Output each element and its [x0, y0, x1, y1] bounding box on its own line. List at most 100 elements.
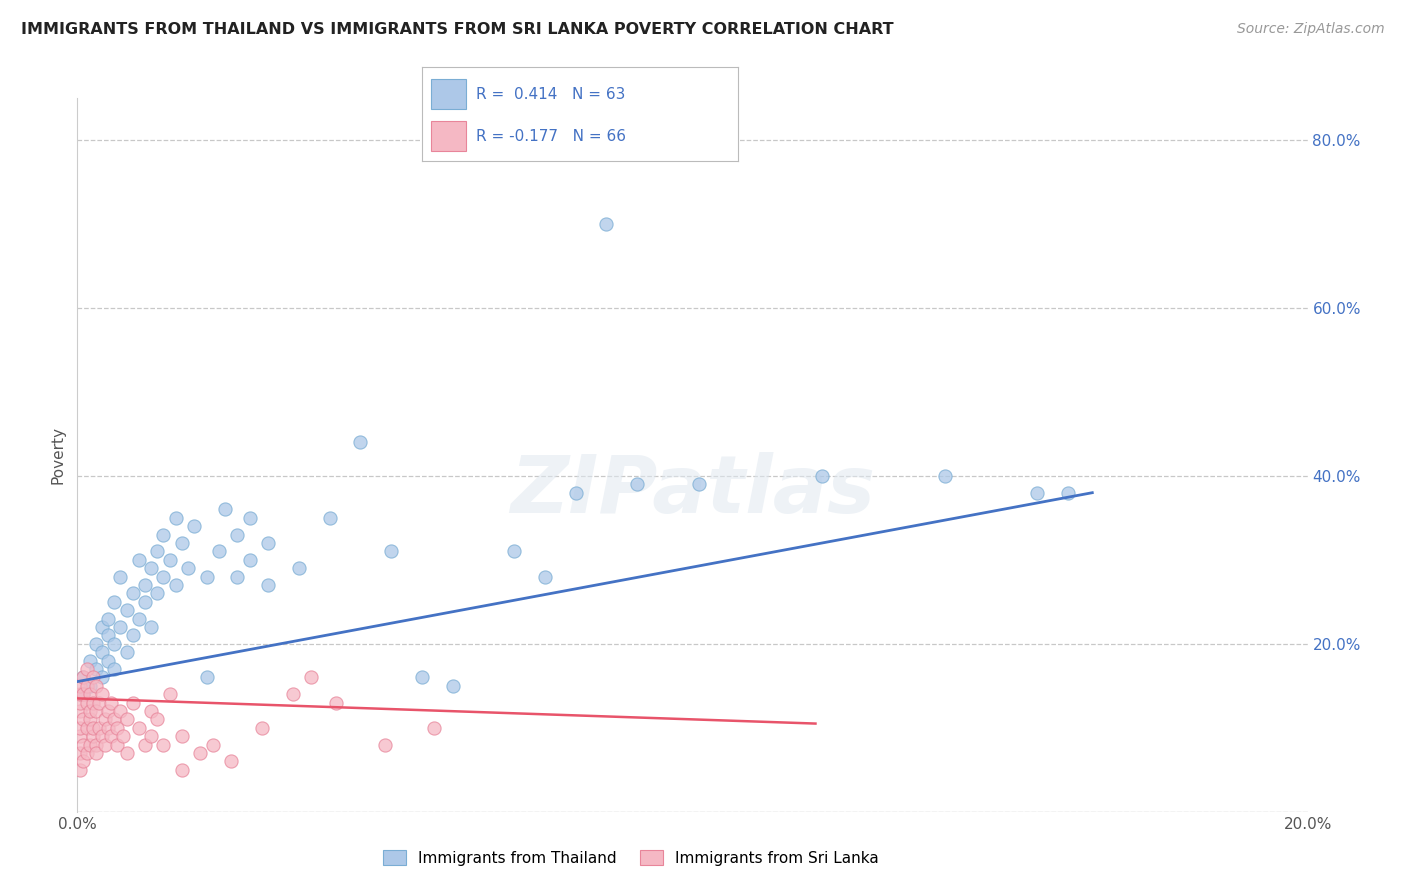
Point	[934, 469, 956, 483]
Point	[146, 544, 169, 558]
Point	[69, 696, 91, 710]
Bar	[432, 79, 467, 109]
Point	[94, 738, 117, 752]
Point	[165, 511, 187, 525]
Point	[79, 738, 101, 752]
Point	[810, 469, 832, 483]
Point	[87, 721, 110, 735]
Point	[72, 712, 94, 726]
Point	[97, 654, 120, 668]
Point	[112, 729, 135, 743]
Point	[90, 645, 114, 659]
Point	[257, 578, 280, 592]
Point	[299, 670, 322, 684]
Point	[90, 687, 114, 701]
Text: Source: ZipAtlas.com: Source: ZipAtlas.com	[1237, 22, 1385, 37]
Point	[105, 721, 128, 735]
Point	[72, 687, 94, 701]
Point	[72, 755, 94, 769]
Point	[69, 704, 91, 718]
Point	[159, 687, 181, 701]
Point	[79, 687, 101, 701]
Point	[84, 704, 107, 718]
Point	[90, 620, 114, 634]
Point	[239, 511, 262, 525]
Point	[441, 679, 464, 693]
Point	[84, 637, 107, 651]
Point	[103, 595, 125, 609]
Point	[72, 670, 94, 684]
Point	[72, 738, 94, 752]
Point	[141, 729, 163, 743]
Point	[188, 746, 212, 760]
Point	[1056, 485, 1078, 500]
Point	[128, 612, 150, 626]
Point	[76, 721, 98, 735]
Point	[103, 712, 125, 726]
Point	[128, 553, 150, 567]
Point	[177, 561, 200, 575]
Point	[134, 595, 156, 609]
Point	[115, 712, 138, 726]
Point	[82, 729, 104, 743]
Point	[72, 687, 94, 701]
Point	[134, 738, 156, 752]
Point	[69, 729, 91, 743]
Point	[100, 696, 122, 710]
Point	[115, 746, 138, 760]
Point	[146, 712, 169, 726]
Point	[141, 561, 163, 575]
Point	[250, 721, 273, 735]
Point	[97, 612, 120, 626]
Point	[115, 645, 138, 659]
Point	[226, 527, 249, 541]
Point	[82, 670, 104, 684]
Point	[411, 670, 433, 684]
Point	[69, 746, 91, 760]
Point	[69, 763, 91, 777]
Point	[94, 712, 117, 726]
Legend: Immigrants from Thailand, Immigrants from Sri Lanka: Immigrants from Thailand, Immigrants fro…	[377, 844, 884, 871]
Point	[503, 544, 526, 558]
Point	[103, 662, 125, 676]
Point	[214, 502, 236, 516]
Point	[97, 721, 120, 735]
Point	[76, 746, 98, 760]
Point	[72, 670, 94, 684]
Point	[115, 603, 138, 617]
Point	[170, 763, 193, 777]
Point	[79, 654, 101, 668]
Point	[159, 553, 181, 567]
Point	[183, 519, 205, 533]
Y-axis label: Poverty: Poverty	[51, 425, 66, 484]
Point	[201, 738, 224, 752]
Point	[423, 721, 446, 735]
Point	[128, 721, 150, 735]
Point	[325, 696, 347, 710]
Point	[76, 662, 98, 676]
Bar	[432, 121, 467, 152]
Point	[82, 721, 104, 735]
Point	[195, 569, 218, 583]
Point	[257, 536, 280, 550]
Point	[1026, 485, 1049, 500]
Point	[165, 578, 187, 592]
Point	[76, 696, 98, 710]
Point	[121, 628, 143, 642]
Point	[208, 544, 231, 558]
Point	[84, 738, 107, 752]
Point	[219, 755, 242, 769]
Point	[288, 561, 311, 575]
Point	[195, 670, 218, 684]
Point	[110, 620, 132, 634]
Point	[79, 679, 101, 693]
Point	[87, 696, 110, 710]
Point	[134, 578, 156, 592]
Point	[688, 477, 710, 491]
Point	[226, 569, 249, 583]
Point	[97, 704, 120, 718]
Point	[170, 536, 193, 550]
Point	[170, 729, 193, 743]
Point	[84, 679, 107, 693]
Point	[534, 569, 557, 583]
